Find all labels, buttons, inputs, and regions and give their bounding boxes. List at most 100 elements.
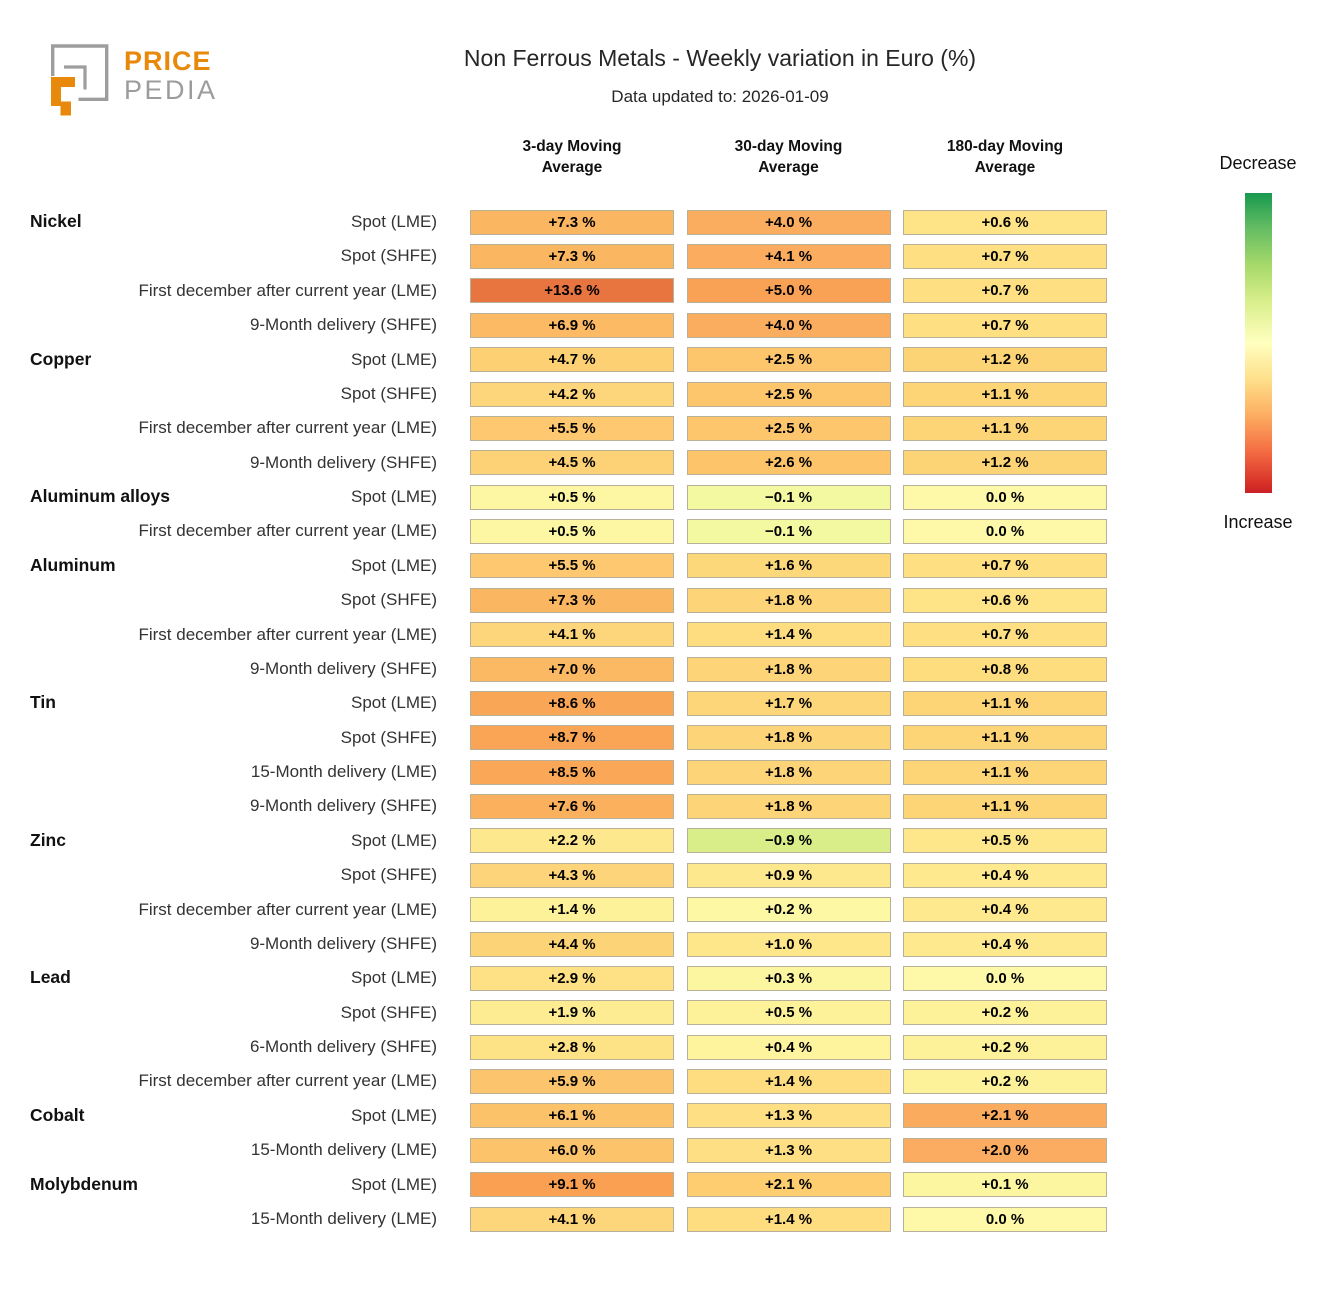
row-label: 15-Month delivery (LME)	[250, 1140, 437, 1160]
heatmap-cell: +2.6 %	[686, 450, 891, 476]
heatmap-cell: +7.3 %	[470, 587, 674, 613]
group-label: Molybdenum	[30, 1173, 138, 1194]
heatmap-cell: +4.5 %	[470, 450, 674, 476]
heatmap-cell: +1.8 %	[686, 725, 891, 751]
table-row: Aluminum Spot (LME) +5.5 % +1.6 % +0.7 %	[30, 549, 1110, 583]
row-label: 9-Month delivery (SHFE)	[249, 933, 437, 953]
heatmap-cell: +1.1 %	[903, 415, 1107, 441]
row-cells: +13.6 % +5.0 % +0.7 %	[470, 278, 1107, 304]
row-label: Spot (SHFE)	[340, 383, 437, 403]
heatmap-cell: +1.0 %	[686, 931, 891, 957]
heatmap-cell: +2.5 %	[686, 415, 891, 441]
heatmap-cell: +0.4 %	[903, 897, 1107, 923]
heatmap-cell: +7.3 %	[470, 209, 674, 235]
heatmap-cell: 0.0 %	[903, 519, 1107, 545]
table-row: 9-Month delivery (SHFE) +4.4 % +1.0 % +0.4 …	[30, 927, 1110, 961]
row-cells: +5.9 % +1.4 % +0.2 %	[470, 1069, 1107, 1095]
heatmap-cell: 0.0 %	[903, 1206, 1107, 1232]
heatmap-cell: +0.5 %	[686, 1000, 891, 1026]
row-label: Spot (LME)	[351, 830, 437, 850]
row-cells: +2.2 % −0.9 % +0.5 %	[470, 828, 1107, 854]
heatmap-cell: +9.1 %	[470, 1172, 674, 1198]
heatmap-cell: +0.7 %	[903, 622, 1107, 648]
row-cells: +4.1 % +1.4 % 0.0 %	[470, 1206, 1107, 1232]
row-label: Spot (LME)	[351, 487, 437, 506]
heatmap-cell: +8.7 %	[470, 725, 674, 751]
table-row: Spot (SHFE) +7.3 % +4.1 % +0.7 %	[30, 239, 1110, 273]
heatmap-cell: +1.8 %	[686, 587, 891, 613]
row-label: Spot (LME)	[351, 349, 437, 369]
heatmap-cell: +2.8 %	[470, 1034, 674, 1060]
heatmap-cell: +7.6 %	[470, 794, 674, 820]
group-label: Zinc	[30, 829, 66, 850]
heatmap-cell: +1.6 %	[686, 553, 891, 579]
heatmap-cell: +5.5 %	[470, 415, 674, 441]
heatmap-cell: +4.1 %	[686, 244, 891, 270]
heatmap-cell: +0.5 %	[470, 484, 674, 510]
row-label: Spot (LME)	[351, 1174, 437, 1194]
heatmap-cell: +7.3 %	[470, 244, 674, 270]
heatmap-cell: +1.4 %	[686, 1206, 891, 1232]
group-label: Aluminum	[30, 554, 116, 575]
heatmap-cell: +0.4 %	[686, 1034, 891, 1060]
heatmap-cell: +0.8 %	[903, 656, 1107, 682]
heatmap-cell: +4.2 %	[470, 381, 674, 407]
heatmap-cell: +0.4 %	[903, 862, 1107, 888]
heatmap-cell: 0.0 %	[903, 965, 1107, 991]
row-cells: +6.9 % +4.0 % +0.7 %	[470, 312, 1107, 338]
heatmap-cell: +1.2 %	[903, 450, 1107, 476]
heatmap-cell: +1.2 %	[903, 347, 1107, 373]
table-row: First december after current year (LME) +…	[30, 411, 1110, 445]
row-cells: +9.1 % +2.1 % +0.1 %	[470, 1172, 1107, 1198]
heatmap-cell: +0.7 %	[903, 244, 1107, 270]
table-row: First december after current year (LME) +…	[30, 274, 1110, 308]
heatmap-cell: +2.9 %	[470, 965, 674, 991]
table-row: 9-Month delivery (SHFE) +6.9 % +4.0 % +0.7 …	[30, 308, 1110, 342]
table-row: Spot (SHFE) +4.3 % +0.9 % +0.4 %	[30, 858, 1110, 892]
heatmap-cell: +1.1 %	[903, 794, 1107, 820]
colorbar-increase-label: Increase	[1223, 512, 1293, 532]
table-row: Aluminum alloys Spot (LME) +0.5 % −0.1 % 0.0…	[30, 480, 1110, 514]
heatmap-cell: +5.0 %	[686, 278, 891, 304]
row-cells: +5.5 % +1.6 % +0.7 %	[470, 553, 1107, 579]
heatmap-cell: +0.6 %	[903, 209, 1107, 235]
group-label: Lead	[30, 967, 71, 988]
table-row: 9-Month delivery (SHFE) +7.6 % +1.8 % +1.1 …	[30, 789, 1110, 823]
heatmap-cell: +2.5 %	[686, 381, 891, 407]
row-cells: +2.8 % +0.4 % +0.2 %	[470, 1034, 1107, 1060]
table-row: Lead Spot (LME) +2.9 % +0.3 % 0.0 %	[30, 961, 1110, 995]
logo-word-price: PRICE	[124, 46, 212, 76]
row-cells: +6.1 % +1.3 % +2.1 %	[470, 1103, 1107, 1129]
table-row: Cobalt Spot (LME) +6.1 % +1.3 % +2.1 %	[30, 1099, 1110, 1133]
column-header: 30-day Moving Average	[734, 138, 843, 176]
heatmap-cell: +1.3 %	[686, 1103, 891, 1129]
heatmap-cell: +1.1 %	[903, 690, 1107, 716]
table-row: Copper Spot (LME) +4.7 % +2.5 % +1.2 %	[30, 343, 1110, 377]
heatmap-cell: −0.9 %	[686, 828, 891, 854]
heatmap-cell: +4.7 %	[470, 347, 674, 373]
heatmap-cell: +0.3 %	[686, 965, 891, 991]
row-label: Spot (LME)	[351, 693, 437, 713]
table-row: Zinc Spot (LME) +2.2 % −0.9 % +0.5 %	[30, 824, 1110, 858]
heatmap-cell: +1.1 %	[903, 381, 1107, 407]
heatmap-cell: +0.4 %	[903, 931, 1107, 957]
row-cells: +6.0 % +1.3 % +2.0 %	[470, 1137, 1107, 1163]
chart-title: Non Ferrous Metals - Weekly variation in…	[463, 45, 977, 71]
group-label: Tin	[30, 692, 56, 713]
row-label: Spot (SHFE)	[340, 590, 437, 610]
row-label: Spot (SHFE)	[340, 1002, 437, 1022]
row-label: Spot (SHFE)	[340, 865, 437, 885]
heatmap-cell: +1.3 %	[686, 1137, 891, 1163]
row-label: First december after current year (LME)	[138, 418, 437, 438]
heatmap-cell: +1.8 %	[686, 656, 891, 682]
heatmap-cell: +0.5 %	[903, 828, 1107, 854]
row-label: First december after current year (LME)	[138, 521, 437, 541]
heatmap-cell: +1.4 %	[470, 897, 674, 923]
row-label: Spot (SHFE)	[340, 727, 437, 747]
heatmap-cell: +4.1 %	[470, 1206, 674, 1232]
heatmap-cell: +0.5 %	[470, 519, 674, 545]
row-label: 9-Month delivery (SHFE)	[249, 452, 437, 472]
heatmap-cell: +0.6 %	[903, 587, 1107, 613]
row-label: First december after current year (LME)	[138, 1071, 437, 1091]
pricepedia-logo: PRICE PEDIA	[40, 36, 218, 118]
